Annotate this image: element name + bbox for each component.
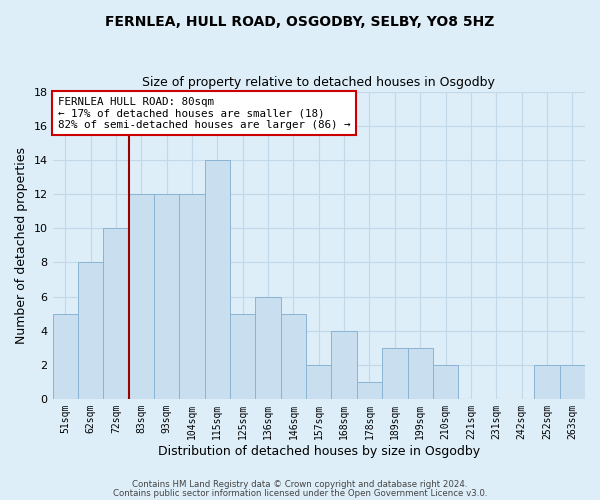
Bar [78,262,103,399]
Y-axis label: Number of detached properties: Number of detached properties [15,147,28,344]
Text: Contains HM Land Registry data © Crown copyright and database right 2024.: Contains HM Land Registry data © Crown c… [132,480,468,489]
Bar [179,194,205,399]
Bar [357,382,382,399]
Bar [103,228,128,399]
Bar [306,364,331,399]
Bar [382,348,407,399]
Bar [256,296,281,399]
Text: FERNLEA, HULL ROAD, OSGODBY, SELBY, YO8 5HZ: FERNLEA, HULL ROAD, OSGODBY, SELBY, YO8 … [106,15,494,29]
X-axis label: Distribution of detached houses by size in Osgodby: Distribution of detached houses by size … [158,444,480,458]
Bar [433,364,458,399]
Bar [230,314,256,399]
Bar [154,194,179,399]
Bar [205,160,230,399]
Title: Size of property relative to detached houses in Osgodby: Size of property relative to detached ho… [142,76,495,90]
Text: FERNLEA HULL ROAD: 80sqm
← 17% of detached houses are smaller (18)
82% of semi-d: FERNLEA HULL ROAD: 80sqm ← 17% of detach… [58,96,350,130]
Bar [128,194,154,399]
Bar [53,314,78,399]
Bar [331,330,357,399]
Bar [281,314,306,399]
Bar [407,348,433,399]
Text: Contains public sector information licensed under the Open Government Licence v3: Contains public sector information licen… [113,489,487,498]
Bar [560,364,585,399]
Bar [534,364,560,399]
